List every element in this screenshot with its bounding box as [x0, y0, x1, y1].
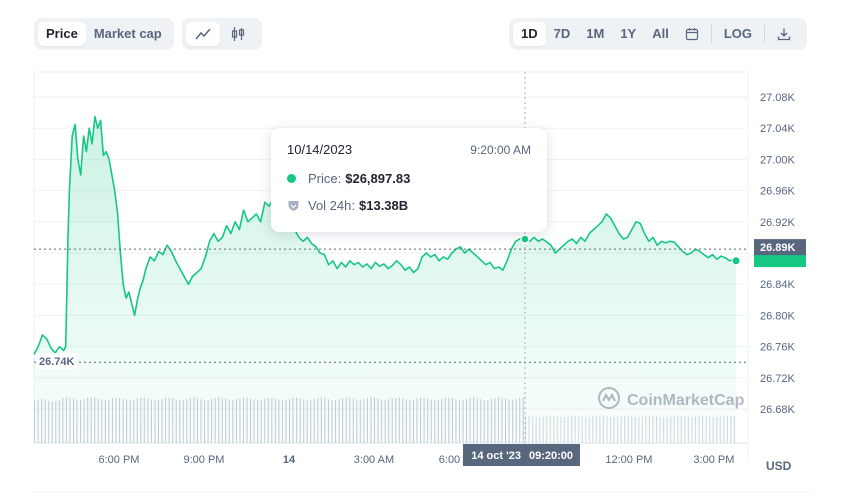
- view-toggle: Price Market cap: [34, 18, 174, 50]
- x-tick-label: 12:00 PM: [605, 454, 652, 466]
- y-tick-label: 27.08K: [760, 92, 796, 104]
- tab-price[interactable]: Price: [38, 22, 86, 46]
- range-1m[interactable]: 1M: [586, 26, 605, 41]
- chart-type-toggle: [182, 18, 262, 50]
- range-7d[interactable]: 7D: [553, 26, 571, 41]
- hover-x-time: 09:20:00: [529, 450, 573, 462]
- coinmarketcap-logo-icon: [597, 386, 621, 415]
- candlestick-icon[interactable]: [220, 22, 256, 46]
- y-tick-label: 26.92K: [760, 217, 796, 229]
- tab-market-cap[interactable]: Market cap: [93, 26, 162, 41]
- tooltip-volume-label: Vol 24h:: [308, 198, 355, 213]
- line-chart-icon[interactable]: [186, 22, 220, 46]
- range-toolbar: 1D 7D 1M 1Y All LOG: [509, 18, 807, 50]
- x-tick-label: 3:00 PM: [693, 454, 734, 466]
- x-tick-label: 9:00 PM: [183, 454, 224, 466]
- price-tooltip: 10/14/2023 9:20:00 AM Price: $26,897.83 …: [271, 128, 547, 232]
- y-tick-label: 26.84K: [760, 279, 796, 291]
- range-1d[interactable]: 1D: [513, 22, 546, 46]
- current-price-badge: [754, 239, 806, 256]
- shield-icon: [287, 199, 300, 212]
- x-tick-label: 6:00 PM: [99, 454, 140, 466]
- y-tick-label: 26.96K: [760, 186, 796, 198]
- toolbar-divider: [764, 25, 766, 43]
- last-price-dot: [731, 256, 741, 266]
- download-icon[interactable]: [769, 22, 799, 46]
- y-tick-label: 27.04K: [760, 123, 796, 135]
- y-tick-label: 26.76K: [760, 342, 796, 354]
- x-tick-label: 3:00 AM: [354, 454, 394, 466]
- tooltip-price-value: $26,897.83: [345, 171, 411, 186]
- current-price-label: 26.89K: [760, 242, 796, 254]
- low-price-label-bg: [36, 353, 76, 370]
- hover-x-badge: [462, 444, 580, 466]
- watermark-text: CoinMarketCap: [627, 391, 745, 409]
- currency-label: USD: [766, 459, 792, 473]
- low-price-label: 26.74K: [39, 356, 75, 368]
- range-1y[interactable]: 1Y: [620, 26, 637, 41]
- x-tick-label: 14: [283, 454, 296, 466]
- price-line: [33, 115, 737, 355]
- y-tick-label: 26.68K: [760, 404, 796, 416]
- price-dot-icon: [287, 174, 296, 183]
- y-tick-label: 26.80K: [760, 310, 796, 322]
- tooltip-time: 9:20:00 AM: [470, 143, 531, 157]
- tooltip-volume-value: $13.38B: [359, 198, 409, 213]
- price-area-fill: [34, 116, 736, 443]
- hover-point: [520, 234, 530, 244]
- tooltip-price-label: Price:: [308, 171, 342, 186]
- range-all[interactable]: All: [652, 26, 669, 41]
- hover-x-date: 14 oct '23: [471, 450, 521, 462]
- y-tick-label: 27.00K: [760, 154, 796, 166]
- toolbar-divider: [710, 25, 712, 43]
- calendar-icon[interactable]: [677, 22, 707, 46]
- log-scale-button[interactable]: LOG: [723, 26, 753, 41]
- tooltip-date: 10/14/2023: [287, 142, 353, 157]
- y-tick-label: 26.72K: [760, 373, 796, 385]
- watermark: CoinMarketCap: [597, 386, 744, 415]
